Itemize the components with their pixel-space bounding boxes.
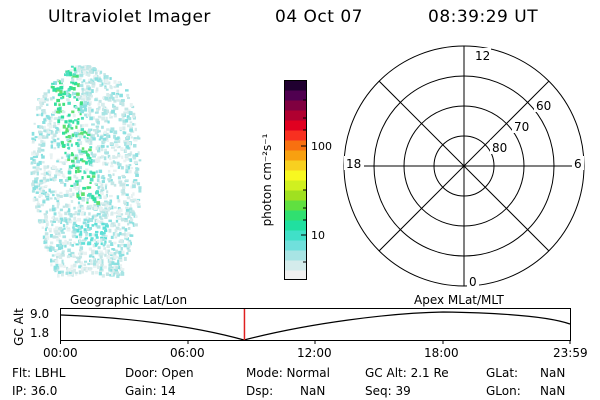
time-label: 08:39:29 UT xyxy=(428,7,539,27)
altitude-tick-max: 9.0 xyxy=(30,307,50,321)
x-tick-2359: 23:59 xyxy=(553,346,588,360)
altitude-plot xyxy=(60,308,571,344)
mlt-label-18: 18 xyxy=(346,157,361,171)
x-tick-1200: 12:00 xyxy=(297,346,332,360)
info-dsp-label: Dsp: xyxy=(246,384,274,398)
info-glat-label: GLat: xyxy=(486,366,519,380)
x-tick-0000: 00:00 xyxy=(43,346,78,360)
x-tick-1800: 18:00 xyxy=(424,346,459,360)
info-dsp-value: NaN xyxy=(300,384,326,398)
auroral-image xyxy=(30,65,142,279)
mlt-label-6: 6 xyxy=(574,157,582,171)
geographic-caption: Geographic Lat/Lon xyxy=(70,293,188,307)
info-glon-label: GLon: xyxy=(486,384,521,398)
info-flt: Flt: LBHL xyxy=(12,366,66,380)
date-label: 04 Oct 07 xyxy=(275,7,363,27)
colorbar-tick-100: 100 xyxy=(311,140,332,153)
instrument-title: Ultraviolet Imager xyxy=(48,7,211,27)
info-mode: Mode: Normal xyxy=(246,366,330,380)
altitude-axis-label: GC Alt xyxy=(12,308,26,346)
mlt-label-0: 0 xyxy=(469,275,477,289)
colorbar: 100 10 xyxy=(284,80,332,280)
lat-label-80: 80 xyxy=(492,141,507,155)
colorbar-unit-label: photon cm⁻²s⁻¹ xyxy=(260,133,274,227)
colorbar-tick-10: 10 xyxy=(311,229,325,242)
polar-grid: 12 0 18 6 60 70 80 xyxy=(343,45,585,289)
info-ip: IP: 36.0 xyxy=(12,384,58,398)
lat-label-60: 60 xyxy=(536,99,551,113)
info-gc-alt: GC Alt: 2.1 Re xyxy=(365,366,449,380)
colorbar-unit-container: photon cm⁻²s⁻¹ xyxy=(252,80,282,280)
altitude-curve xyxy=(60,311,571,341)
x-tick-0600: 06:00 xyxy=(170,346,205,360)
info-glon-value: NaN xyxy=(540,384,566,398)
info-door: Door: Open xyxy=(125,366,194,380)
apex-caption: Apex MLat/MLT xyxy=(414,293,504,307)
lat-label-70: 70 xyxy=(514,120,529,134)
info-glat-value: NaN xyxy=(540,366,566,380)
mlt-label-12: 12 xyxy=(475,49,490,63)
altitude-tick-min: 1.8 xyxy=(30,326,50,340)
info-seq: Seq: 39 xyxy=(365,384,411,398)
info-gain: Gain: 14 xyxy=(125,384,176,398)
